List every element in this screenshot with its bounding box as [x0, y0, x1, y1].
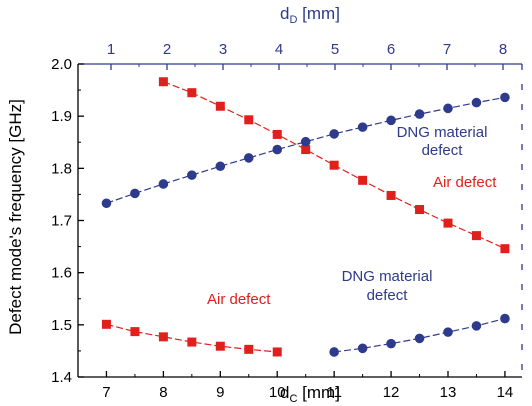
data-point-square [500, 244, 510, 254]
x-tick-label-bottom: 10 [269, 384, 286, 401]
data-point-square [158, 332, 168, 342]
x-tick-label-bottom: 9 [216, 384, 224, 401]
data-point-circle [243, 153, 254, 163]
data-point-circle [329, 129, 339, 139]
data-point-square [272, 129, 282, 139]
x-axis-title-bottom-unit: [mm] [297, 383, 340, 402]
data-point-square [130, 327, 140, 337]
data-point-circle [443, 103, 453, 114]
data-point-square [101, 319, 111, 329]
annotation-dng-lower-line2: defect [367, 287, 409, 304]
x-tick-label-top: 6 [387, 41, 395, 58]
y-axis-title: Defect mode's frequency [GHz] [6, 99, 25, 335]
x-axis-title-bottom-sub: C [290, 393, 298, 405]
data-point-square [244, 344, 254, 354]
y-tick-label: 1.5 [51, 317, 72, 334]
annotation-air-lower: Air defect [207, 291, 271, 308]
x-tick-label-bottom: 12 [383, 384, 400, 401]
x-tick-label-bottom: 14 [497, 384, 514, 401]
data-point-circle [414, 109, 425, 119]
data-point-square [244, 115, 254, 125]
x-axis-title-top-unit: [mm] [297, 4, 340, 23]
y-tick-label: 1.8 [51, 160, 72, 177]
annotation-dng-upper-line2: defect [422, 142, 464, 159]
y-tick-label: 1.9 [51, 108, 72, 125]
data-point-square [471, 231, 481, 241]
x-tick-label-top: 8 [499, 41, 507, 58]
data-point-square [272, 347, 282, 357]
data-point-circle [443, 327, 453, 337]
x-axis-title-top-sub: D [290, 14, 298, 26]
series-line [106, 96, 506, 204]
x-tick-label-bottom: 8 [159, 384, 167, 401]
data-point-square [358, 175, 368, 185]
series-1 [158, 77, 510, 254]
data-point-square [415, 205, 425, 215]
annotation-air-upper: Air defect [433, 174, 497, 191]
series-4 [329, 313, 510, 357]
x-tick-label-bottom: 11 [326, 384, 342, 401]
data-point-circle [386, 338, 396, 349]
data-point-circle [101, 198, 112, 209]
data-point-square [215, 341, 225, 351]
x-axis-title-top-main: d [280, 4, 289, 23]
y-tick-label: 1.6 [51, 265, 72, 282]
annotation-dng-upper-line1: DNG material [397, 124, 488, 141]
series-2 [101, 92, 510, 209]
x-tick-label-top: 7 [443, 41, 451, 58]
x-tick-label-bottom: 7 [102, 384, 110, 401]
data-point-circle [414, 333, 425, 344]
data-point-circle [130, 188, 140, 199]
data-point-square [158, 77, 168, 87]
data-point-square [329, 160, 339, 170]
data-point-circle [187, 170, 197, 180]
data-point-circle [357, 122, 368, 132]
data-point-square [187, 88, 197, 98]
x-tick-label-top: 1 [107, 41, 115, 58]
x-tick-label-top: 3 [219, 41, 227, 58]
data-point-circle [357, 343, 368, 354]
annotation-dng-lower-line1: DNG material [342, 268, 433, 285]
x-axis-title-bottom: dC [mm] [280, 383, 340, 405]
data-point-circle [500, 313, 510, 324]
x-axis-title-top: dD [mm] [280, 4, 340, 26]
data-point-square [187, 337, 197, 347]
x-tick-label-top: 2 [163, 41, 171, 58]
data-point-square [386, 190, 396, 200]
data-point-circle [215, 161, 226, 172]
data-point-circle [329, 347, 339, 357]
data-point-circle [471, 321, 482, 331]
data-point-circle [272, 144, 283, 155]
x-tick-label-top: 4 [275, 41, 283, 58]
data-point-square [443, 218, 453, 228]
series-3 [101, 319, 282, 357]
x-tick-label-bottom: 13 [440, 384, 457, 401]
data-point-circle [158, 179, 169, 189]
data-point-circle [471, 97, 482, 108]
x-axis-title-bottom-main: d [280, 383, 289, 402]
axes: 1.41.51.61.71.81.92.07 8 9 10 11 12 13 141 2 3 4 5 6… [51, 41, 523, 401]
data-point-square [215, 101, 225, 111]
y-tick-label: 1.4 [51, 369, 72, 386]
x-tick-label-top: 5 [331, 41, 339, 58]
data-series [101, 77, 510, 357]
y-tick-label: 1.7 [51, 213, 72, 230]
y-tick-label: 2.0 [51, 56, 72, 73]
data-point-circle [300, 136, 311, 147]
data-point-square [301, 145, 311, 155]
data-point-circle [386, 115, 396, 126]
data-point-circle [500, 92, 510, 103]
